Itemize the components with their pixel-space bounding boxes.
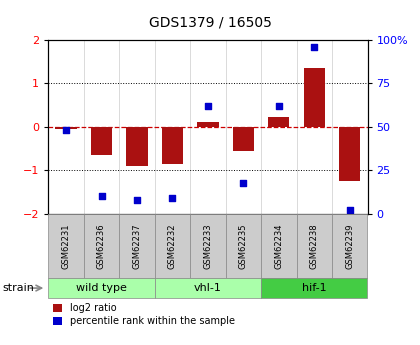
Point: [240, 180, 247, 185]
Legend: log2 ratio, percentile rank within the sample: log2 ratio, percentile rank within the s…: [53, 303, 235, 326]
Text: wild type: wild type: [76, 283, 127, 293]
Bar: [162, 127, 183, 164]
Bar: [261, 214, 297, 278]
Text: GSM62233: GSM62233: [203, 223, 213, 269]
Bar: [339, 127, 360, 181]
Text: GSM62237: GSM62237: [132, 223, 142, 269]
Point: [311, 44, 318, 49]
Bar: [155, 278, 261, 298]
Text: hif-1: hif-1: [302, 283, 327, 293]
Text: GSM62238: GSM62238: [310, 223, 319, 269]
Bar: [48, 214, 84, 278]
Bar: [119, 214, 155, 278]
Bar: [126, 127, 147, 166]
Text: GSM62234: GSM62234: [274, 223, 284, 268]
Point: [134, 197, 140, 203]
Bar: [91, 127, 112, 155]
Text: GSM62239: GSM62239: [345, 223, 354, 268]
Text: GSM62236: GSM62236: [97, 223, 106, 269]
Bar: [55, 127, 77, 129]
Bar: [261, 278, 368, 298]
Bar: [233, 127, 254, 151]
Bar: [268, 117, 289, 127]
Bar: [48, 278, 155, 298]
Point: [63, 128, 69, 133]
Point: [346, 208, 353, 213]
Text: GSM62235: GSM62235: [239, 223, 248, 268]
Text: GSM62232: GSM62232: [168, 223, 177, 268]
Bar: [297, 214, 332, 278]
Bar: [190, 214, 226, 278]
Point: [98, 194, 105, 199]
Text: vhl-1: vhl-1: [194, 283, 222, 293]
Bar: [197, 121, 218, 127]
Bar: [155, 214, 190, 278]
Bar: [304, 68, 325, 127]
Point: [169, 196, 176, 201]
Text: GSM62231: GSM62231: [62, 223, 71, 268]
Text: GDS1379 / 16505: GDS1379 / 16505: [149, 16, 271, 30]
Text: strain: strain: [2, 283, 34, 293]
Bar: [332, 214, 368, 278]
Point: [205, 103, 211, 109]
Point: [276, 103, 282, 109]
Bar: [226, 214, 261, 278]
Bar: [84, 214, 119, 278]
